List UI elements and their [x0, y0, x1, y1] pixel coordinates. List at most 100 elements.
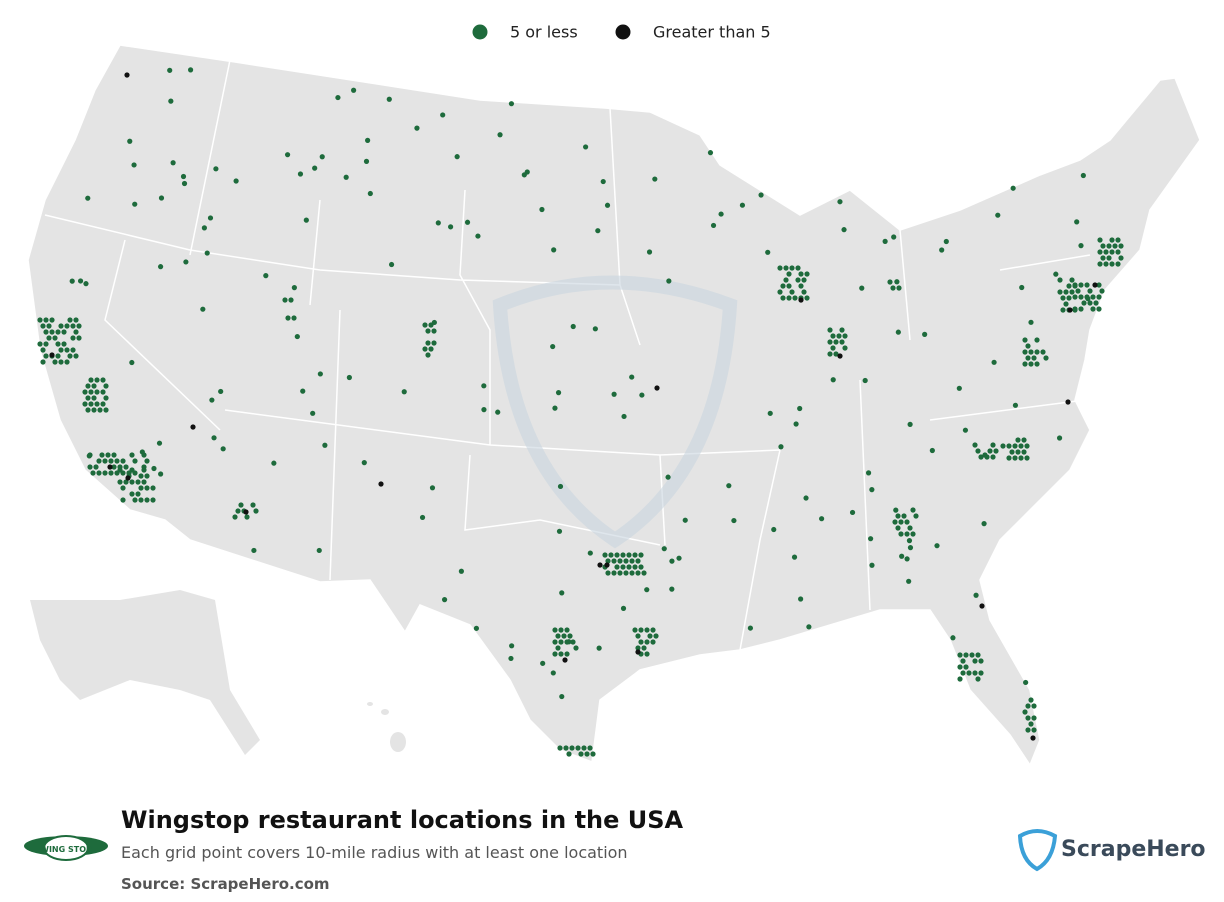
location-dot	[991, 359, 997, 365]
location-dot	[602, 552, 608, 558]
location-dot-high	[597, 562, 603, 568]
location-dot	[322, 442, 328, 448]
location-dot	[103, 383, 109, 389]
location-dot	[83, 281, 89, 287]
location-dot	[120, 485, 126, 491]
location-dot	[1024, 443, 1030, 449]
location-dot	[64, 347, 70, 353]
location-dot	[96, 458, 102, 464]
location-dot	[157, 264, 164, 270]
location-dot	[956, 385, 962, 391]
location-dot	[1028, 319, 1034, 325]
location-dot	[650, 627, 656, 633]
location-dot	[567, 633, 573, 639]
location-dot	[440, 112, 446, 118]
location-dot	[972, 442, 978, 448]
location-dot	[144, 485, 150, 491]
location-dot	[99, 452, 105, 458]
location-dot	[132, 458, 138, 464]
location-dot	[425, 340, 431, 346]
location-dot	[798, 596, 804, 602]
location-dot	[139, 449, 145, 455]
location-dot	[103, 407, 109, 413]
location-dot	[1109, 237, 1115, 243]
location-dot	[913, 513, 919, 519]
location-dot	[614, 552, 620, 558]
location-dot	[551, 247, 557, 253]
location-dot	[552, 651, 558, 657]
location-dot	[550, 670, 556, 676]
location-dot	[669, 586, 675, 592]
location-dot	[94, 377, 100, 383]
location-dot	[85, 383, 91, 389]
location-dot	[978, 670, 984, 676]
location-dot	[1072, 283, 1078, 289]
location-dot	[1006, 455, 1012, 461]
location-dot	[55, 329, 61, 335]
location-dot	[629, 374, 635, 380]
location-dot	[319, 154, 325, 160]
location-dot	[1012, 455, 1018, 461]
location-dot	[556, 528, 563, 534]
location-dot	[623, 558, 629, 564]
location-dot	[778, 444, 784, 450]
location-dot	[102, 458, 108, 464]
legend-swatch	[472, 24, 488, 40]
location-dot	[558, 651, 564, 657]
location-dot	[629, 558, 635, 564]
location-dot	[600, 178, 606, 185]
location-dot	[859, 285, 865, 291]
location-dot	[1021, 437, 1027, 443]
location-dot	[70, 347, 76, 353]
location-dot	[1018, 455, 1024, 461]
location-dot	[73, 353, 79, 359]
title: Wingstop restaurant locations in the USA	[121, 806, 684, 834]
location-dot	[108, 458, 114, 464]
location-dot	[1090, 306, 1096, 312]
location-dot	[1078, 243, 1084, 249]
location-dot	[1066, 295, 1072, 301]
location-dot	[170, 160, 176, 166]
logo-text: WING STOP	[40, 845, 92, 854]
location-dot	[1087, 300, 1093, 306]
location-dot	[1118, 255, 1124, 261]
location-dot	[895, 513, 901, 519]
location-dot	[1025, 703, 1031, 709]
location-dot	[1097, 249, 1103, 255]
location-dot	[1060, 307, 1066, 313]
location-dot	[904, 531, 910, 537]
location-dot	[1112, 243, 1118, 249]
location-dot	[141, 467, 147, 473]
location-dot	[972, 670, 978, 676]
legend: 5 or less Greater than 5	[472, 23, 771, 42]
location-dot	[1031, 727, 1037, 733]
location-dot	[890, 285, 896, 291]
location-dot	[806, 624, 812, 630]
location-dot	[801, 289, 807, 295]
location-dot	[922, 331, 928, 337]
location-dot	[141, 479, 147, 485]
location-dot	[972, 658, 978, 664]
location-dot	[1090, 294, 1096, 300]
location-dot	[1034, 337, 1040, 343]
location-dot	[558, 639, 564, 645]
location-dot	[780, 295, 786, 301]
location-dot	[82, 401, 88, 407]
location-dot	[899, 553, 905, 559]
location-dot	[1085, 296, 1091, 302]
location-dot	[906, 538, 913, 544]
location-dot	[91, 395, 97, 401]
location-dot	[827, 339, 833, 345]
location-dot	[200, 306, 206, 312]
location-dot	[52, 359, 58, 365]
location-dot	[595, 228, 601, 234]
location-dot	[1018, 443, 1024, 449]
location-dot	[1097, 261, 1103, 267]
location-dot	[641, 570, 647, 576]
location-dot	[898, 519, 904, 525]
location-dot	[611, 558, 617, 564]
location-dot	[635, 633, 641, 639]
location-dot	[641, 645, 647, 651]
location-dot	[108, 470, 114, 476]
location-dot	[521, 172, 527, 178]
